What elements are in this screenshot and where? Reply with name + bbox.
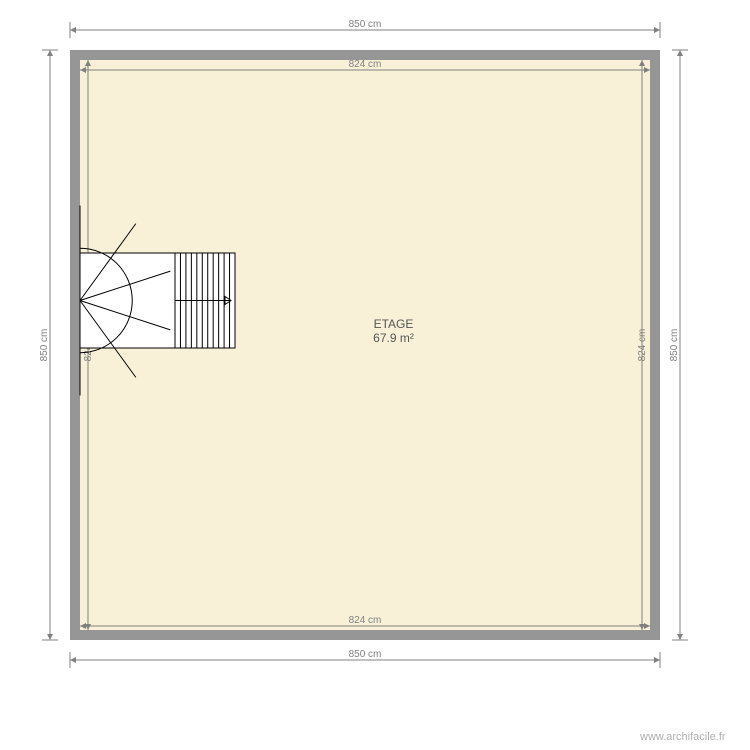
dim-label: 850 cm	[39, 329, 50, 362]
wall-bottom	[70, 630, 660, 640]
dim-label: 850 cm	[349, 649, 382, 660]
wall-left	[70, 50, 80, 640]
dim-arrow	[677, 50, 683, 56]
inner-dim-label: 824 cm	[637, 329, 648, 362]
room-name: ETAGE	[374, 317, 414, 331]
inner-dim-label: 824 cm	[349, 615, 382, 626]
dim-arrow	[70, 27, 76, 33]
dim-arrow	[70, 657, 76, 663]
dim-arrow	[47, 634, 53, 640]
dim-arrow	[677, 634, 683, 640]
dim-arrow	[654, 657, 660, 663]
dim-arrow	[47, 50, 53, 56]
dim-arrow	[654, 27, 660, 33]
watermark: www.archifacile.fr	[639, 731, 726, 743]
dim-label: 850 cm	[669, 329, 680, 362]
dim-label: 850 cm	[349, 19, 382, 30]
wall-right	[650, 50, 660, 640]
room-area-label: 67.9 m²	[373, 331, 414, 345]
inner-dim-label: 824 cm	[349, 59, 382, 70]
